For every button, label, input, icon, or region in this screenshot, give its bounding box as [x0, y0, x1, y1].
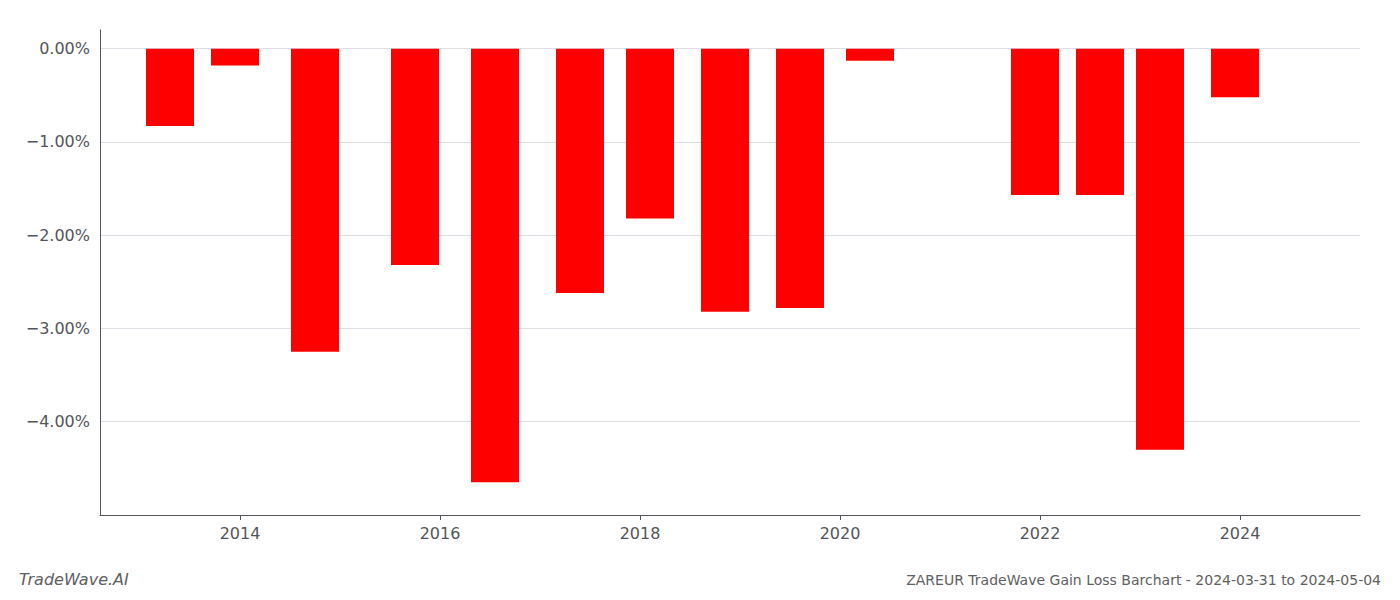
svg-text:2022: 2022: [1020, 524, 1061, 543]
svg-text:−1.00%: −1.00%: [26, 132, 90, 151]
svg-text:TradeWave.AI: TradeWave.AI: [19, 570, 129, 589]
svg-text:−3.00%: −3.00%: [26, 319, 90, 338]
svg-text:2024: 2024: [1220, 524, 1261, 543]
svg-text:−4.00%: −4.00%: [26, 412, 90, 431]
svg-text:ZAREUR TradeWave Gain Loss Bar: ZAREUR TradeWave Gain Loss Barchart - 20…: [906, 572, 1381, 588]
svg-text:2014: 2014: [220, 524, 261, 543]
svg-text:2018: 2018: [620, 524, 661, 543]
svg-text:2016: 2016: [420, 524, 461, 543]
svg-text:−2.00%: −2.00%: [26, 226, 90, 245]
svg-text:2020: 2020: [820, 524, 861, 543]
svg-text:0.00%: 0.00%: [39, 39, 90, 58]
